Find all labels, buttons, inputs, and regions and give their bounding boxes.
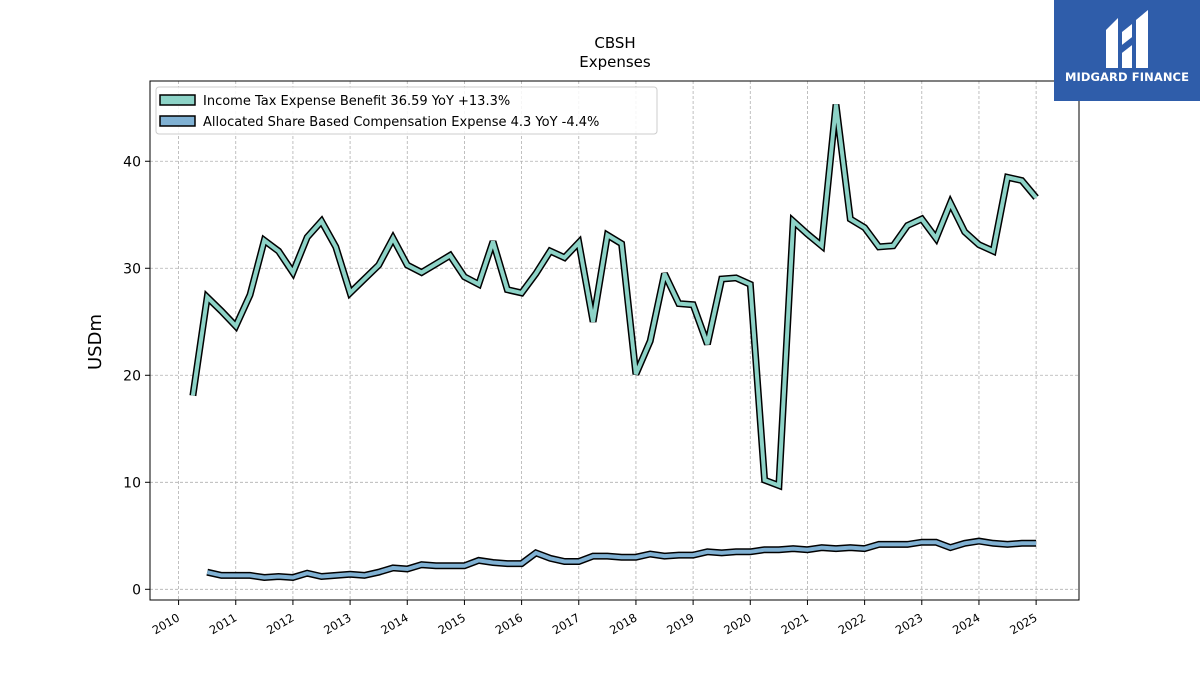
legend-box	[155, 86, 658, 135]
y-tick-label: 0	[132, 582, 141, 598]
x-tick-label: 2022	[836, 610, 868, 637]
x-tick-label: 2015	[436, 610, 468, 637]
legend-label-1: Income Tax Expense Benefit 36.59 YoY +13…	[203, 94, 510, 109]
legend: Income Tax Expense Benefit 36.59 YoY +13…	[155, 86, 658, 135]
legend-swatch-1	[159, 94, 196, 106]
x-tick-label: 2021	[779, 610, 811, 637]
x-tick-label: 2018	[607, 610, 639, 637]
brand-name: MIDGARD FINANCE	[1064, 70, 1190, 84]
midgard-logo-icon	[1106, 10, 1148, 68]
x-tick-label: 2010	[150, 610, 182, 637]
midgard-finance-logo: MIDGARD FINANCE	[1054, 0, 1200, 101]
legend-swatch-2	[159, 115, 196, 127]
y-tick-label: 20	[123, 368, 141, 384]
series-2-line	[206, 539, 1037, 580]
x-tick-label: 2024	[950, 610, 982, 637]
y-tick-label: 40	[123, 154, 141, 170]
x-tick-label: 2023	[893, 610, 925, 637]
y-axis-label: USDm	[85, 314, 106, 370]
x-tick-label: 2019	[664, 610, 696, 637]
series-layer	[189, 104, 1039, 582]
x-tick-label: 2017	[550, 610, 582, 637]
y-tick-label: 30	[123, 261, 141, 277]
chart-title: CBSH	[594, 34, 635, 52]
y-tick-label: 10	[123, 475, 141, 491]
plot-frame	[149, 80, 1080, 601]
series-1-outline	[189, 104, 1039, 491]
chart-subtitle: Expenses	[579, 53, 651, 71]
legend-label-2: Allocated Share Based Compensation Expen…	[203, 115, 599, 130]
x-tick-label: 2011	[207, 610, 239, 637]
x-tick-label: 2012	[264, 610, 296, 637]
series-1-line	[190, 104, 1038, 489]
x-tick-label: 2013	[321, 610, 353, 637]
x-tick-label: 2014	[378, 610, 410, 637]
x-tick-label: 2020	[721, 610, 753, 637]
x-tick-label: 2016	[493, 610, 525, 637]
grid	[150, 81, 1079, 600]
x-tick-label: 2025	[1007, 610, 1039, 637]
series-2-outline	[206, 537, 1037, 582]
x-axis: 2010 2011 2012 2013 2014 2015 2016 2017 2018 2019…	[150, 600, 1040, 637]
y-axis: 0 10 20 30 40	[123, 154, 150, 598]
